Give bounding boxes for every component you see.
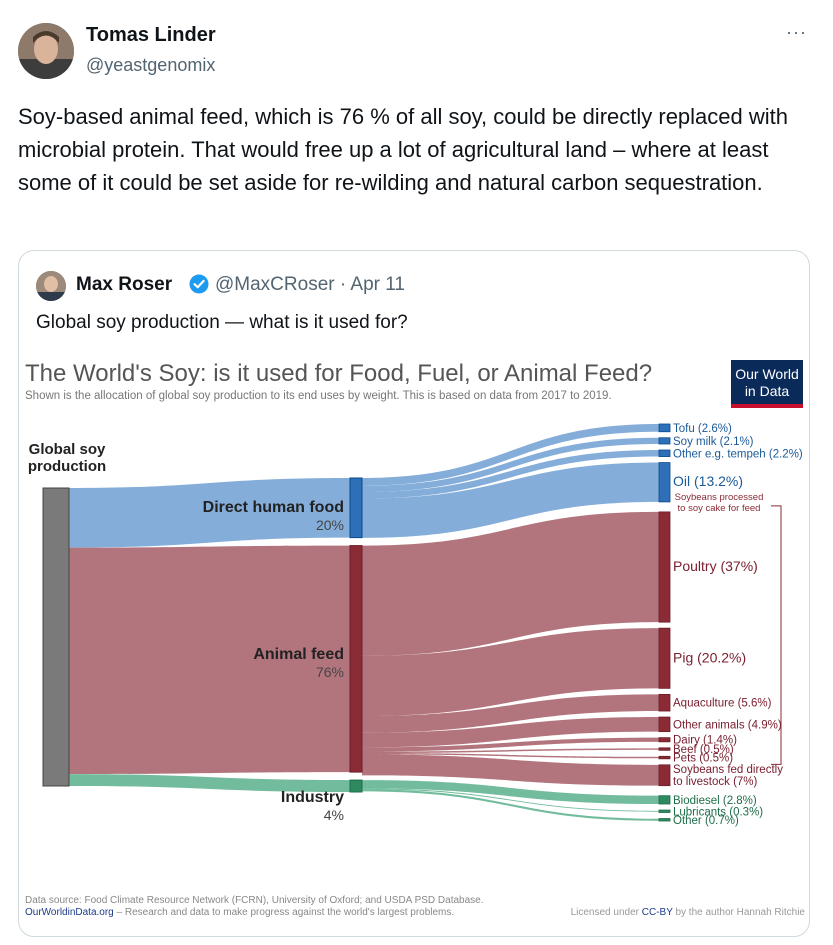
end-label-tofu-2-6: Tofu (2.6%) (673, 423, 732, 435)
license-suffix: by the author Hannah Ritchie (673, 907, 806, 918)
flow-dairy-1-4 (362, 737, 659, 752)
flow-tofu-2-6 (362, 424, 659, 486)
end-node-pets-0-5 (658, 755, 671, 760)
end-node-poultry-37 (658, 511, 671, 623)
end-node-other-animals-4-9 (658, 716, 671, 733)
owid-logo (731, 360, 803, 404)
flow-soy-milk-2-1 (362, 437, 659, 493)
verified-badge-icon (189, 274, 209, 294)
end-node-beef-0-5 (658, 747, 671, 751)
flow-source-to-animal-feed (69, 545, 350, 775)
annotation-text: Soybeans processed (675, 492, 764, 503)
annotation-bracket (771, 505, 782, 765)
end-label-pets-0-5: Pets (0.5%) (673, 753, 733, 765)
end-node-oil-13-2 (658, 462, 671, 503)
flow-aquaculture-5-6 (362, 694, 659, 733)
end-node-aquaculture-5-6 (658, 693, 671, 712)
chart-subtitle: Shown is the allocation of global soy pr… (25, 390, 612, 402)
node-direct-human-food (349, 477, 363, 539)
owid-logo-text: in Data (745, 383, 790, 399)
source-label: production (28, 458, 106, 475)
flow-soybeans-fed-directly-to-livestock-7 (362, 754, 659, 786)
end-label-beef-0-5: Beef (0.5%) (673, 744, 734, 756)
quoted-author-name: Max Roser (76, 274, 173, 295)
quoted-tweet[interactable]: Max Roser @MaxCRoser · Apr 11 Global soy… (18, 250, 810, 937)
flow-other-e-g-tempeh-2-2 (362, 450, 659, 499)
category-label-direct-human-food: Direct human food (203, 499, 344, 516)
end-label-lubricants-0-3: Lubricants (0.3%) (673, 806, 763, 818)
chart-license: Licensed under CC-BY by the author Hanna… (571, 907, 806, 918)
flow-other-0-7 (362, 789, 659, 821)
end-node-biodiesel-2-8 (658, 795, 671, 805)
author-handle[interactable]: @yeastgenomix (86, 55, 216, 75)
flow-lubricants-0-3 (362, 788, 659, 812)
flow-other-animals-4-9 (362, 717, 659, 748)
license-prefix: Licensed under (571, 907, 642, 918)
end-node-pig-20-2 (658, 627, 671, 689)
end-node-other-0-7 (658, 818, 671, 822)
flow-source-to-direct-human-food (69, 478, 350, 548)
node-animal-feed (349, 545, 363, 773)
owid-logo-text: Our World (735, 366, 799, 382)
author-name[interactable]: Tomas Linder (86, 24, 216, 46)
footer-text: – Research and data to make progress aga… (114, 907, 454, 918)
end-label-aquaculture-5-6: Aquaculture (5.6%) (673, 698, 772, 710)
end-node-lubricants-0-3 (658, 809, 671, 813)
quoted-text: Global soy production — what is it used … (36, 312, 408, 333)
end-node-other-e-g-tempeh-2-2 (658, 449, 671, 457)
flow-oil-13-2 (362, 462, 659, 538)
end-label-dairy-1-4: Dairy (1.4%) (673, 735, 737, 747)
flow-pets-0-5 (362, 753, 659, 759)
end-node-dairy-1-4 (658, 737, 671, 743)
footer-site-link: OurWorldinData.org (25, 907, 114, 918)
chart-footer: OurWorldinData.org – Research and data t… (25, 907, 454, 918)
node-industry (349, 779, 363, 793)
quoted-date: · Apr 11 (339, 274, 406, 295)
end-node-soybeans-fed-directly-to-livestock-7 (658, 764, 671, 787)
category-label-animal-feed: Animal feed (253, 646, 344, 663)
quoted-author-avatar (36, 271, 66, 301)
flow-poultry-37 (362, 511, 659, 656)
end-node-tofu-2-6 (658, 423, 671, 433)
flow-source-to-industry (69, 774, 350, 792)
soy-sankey-chart[interactable]: The World's Soy: is it used for Food, Fu… (19, 346, 809, 936)
end-label-pig-20-2: Pig (20.2%) (673, 649, 746, 665)
end-label-biodiesel-2-8: Biodiesel (2.8%) (673, 795, 757, 807)
end-label-other-e-g-tempeh-2-2: Other e.g. tempeh (2.2%) (673, 448, 803, 460)
source-label: Global soy (29, 441, 106, 458)
category-value-industry: 4% (324, 807, 344, 823)
annotation-text: to soy cake for feed (678, 503, 761, 514)
category-value-direct-human-food: 20% (316, 517, 344, 533)
end-label-oil-13-2: Oil (13.2%) (673, 473, 743, 489)
end-label-soy-milk-2-1: Soy milk (2.1%) (673, 436, 754, 448)
chart-source-note: Data source: Food Climate Resource Netwo… (25, 895, 484, 906)
end-node-soy-milk-2-1 (658, 437, 671, 445)
flow-biodiesel-2-8 (362, 780, 659, 805)
source-node (42, 487, 70, 787)
owid-logo-accent (731, 404, 803, 408)
end-label-soybeans-fed-directly-to-livestock-7: to livestock (7%) (673, 776, 758, 788)
category-label-industry: Industry (281, 789, 344, 806)
license-link: CC-BY (642, 907, 673, 918)
quoted-author-handle: @MaxCRoser (215, 274, 335, 295)
more-options-icon[interactable]: ··· (786, 22, 807, 42)
tweet-text: Soy-based animal feed, which is 76 % of … (18, 104, 788, 195)
category-value-animal-feed: 76% (316, 664, 344, 680)
flow-beef-0-5 (362, 748, 659, 754)
quoted-author-handle-date: @MaxCRoser · Apr 11 (215, 274, 405, 296)
chart-title: The World's Soy: is it used for Food, Fu… (25, 360, 652, 387)
flow-pig-20-2 (362, 628, 659, 717)
end-label-soybeans-fed-directly-to-livestock-7: Soybeans fed directly (673, 764, 783, 776)
end-label-other-0-7: Other (0.7%) (673, 815, 739, 827)
sankey-svg: The World's Soy: is it used for Food, Fu… (25, 360, 806, 918)
author-avatar[interactable] (18, 23, 74, 79)
end-label-other-animals-4-9: Other animals (4.9%) (673, 719, 782, 731)
end-label-poultry-37: Poultry (37%) (673, 558, 758, 574)
